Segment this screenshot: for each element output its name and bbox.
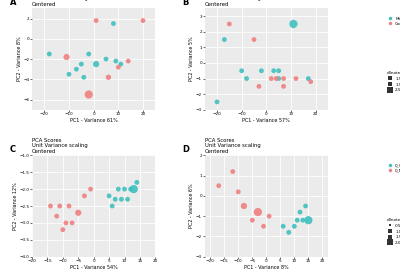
Point: [134, 180, 140, 185]
Point: [54, 214, 60, 218]
Point: [226, 22, 232, 26]
Text: PCA Scores
Unit Variance scaling
Centered: PCA Scores Unit Variance scaling Centere…: [205, 0, 260, 7]
Point: [81, 75, 87, 80]
Point: [276, 76, 282, 81]
Point: [115, 65, 122, 69]
Point: [106, 194, 112, 198]
Point: [109, 204, 115, 208]
Point: [105, 75, 112, 80]
Point: [110, 21, 117, 26]
Legend: 1, 2: 1, 2: [225, 218, 239, 234]
Point: [66, 72, 72, 76]
Point: [286, 230, 292, 235]
Point: [244, 76, 250, 81]
Point: [113, 59, 119, 63]
Point: [56, 204, 63, 208]
Point: [260, 224, 267, 229]
Point: [118, 62, 124, 66]
Point: [87, 187, 94, 191]
Point: [60, 227, 66, 232]
X-axis label: PC1 - Variance 61%: PC1 - Variance 61%: [70, 118, 118, 123]
Point: [128, 187, 134, 191]
Text: PCA Scores
Unit Variance scaling
Centered: PCA Scores Unit Variance scaling Centere…: [205, 138, 260, 154]
Point: [297, 210, 303, 214]
X-axis label: PC1 - Variance 57%: PC1 - Variance 57%: [242, 118, 290, 123]
Point: [291, 224, 298, 229]
Point: [130, 187, 137, 191]
Point: [47, 204, 54, 208]
Point: [249, 218, 256, 222]
Text: C: C: [10, 145, 16, 154]
Point: [273, 76, 280, 81]
Point: [293, 76, 299, 81]
Point: [290, 22, 297, 26]
Point: [305, 76, 312, 81]
Y-axis label: PC2 - Variance 6%: PC2 - Variance 6%: [189, 184, 194, 228]
Point: [93, 62, 99, 66]
Point: [63, 55, 70, 59]
Point: [258, 69, 265, 73]
Point: [121, 187, 128, 191]
Point: [46, 52, 52, 56]
Point: [66, 204, 72, 208]
Point: [112, 197, 118, 201]
Point: [300, 218, 306, 222]
Text: PCA Scores
Unit Variance scaling
Centered: PCA Scores Unit Variance scaling Centere…: [32, 138, 88, 154]
Point: [241, 204, 247, 208]
Y-axis label: PC2 - Variance 8%: PC2 - Variance 8%: [17, 37, 22, 81]
Point: [255, 210, 261, 214]
Point: [268, 76, 274, 81]
Point: [251, 37, 257, 42]
Point: [86, 92, 92, 97]
Point: [63, 221, 69, 225]
Point: [103, 57, 109, 61]
X-axis label: PC1 - Variance 54%: PC1 - Variance 54%: [70, 265, 118, 270]
Point: [221, 37, 228, 42]
Point: [280, 84, 287, 88]
Point: [230, 169, 236, 174]
Point: [235, 190, 242, 194]
Point: [216, 184, 222, 188]
Point: [124, 197, 131, 201]
Point: [280, 76, 287, 81]
Text: A: A: [10, 0, 16, 7]
Point: [93, 18, 99, 23]
Legend: 0.5, 0.8, 1.2, 1.6: 0.5, 0.8, 1.2, 1.6: [225, 71, 241, 98]
Point: [73, 67, 80, 71]
Point: [86, 52, 92, 56]
Legend: 0.5, 1.0, 1.5, 2.0: 0.5, 1.0, 1.5, 2.0: [386, 218, 400, 245]
Y-axis label: PC2 - Variance 5%: PC2 - Variance 5%: [189, 37, 194, 81]
Point: [78, 62, 84, 66]
Point: [276, 69, 282, 73]
Point: [214, 100, 220, 104]
Y-axis label: PC2 - Variance 12%: PC2 - Variance 12%: [13, 182, 18, 230]
Text: D: D: [182, 145, 190, 154]
Text: PCA Scores
Unit Variance scaling
Centered: PCA Scores Unit Variance scaling Centere…: [32, 0, 88, 7]
Point: [81, 194, 88, 198]
Point: [305, 218, 312, 222]
Point: [238, 69, 245, 73]
Point: [270, 69, 277, 73]
Text: B: B: [182, 0, 189, 7]
Point: [118, 197, 125, 201]
Point: [125, 59, 131, 63]
X-axis label: PC1 - Variance 8%: PC1 - Variance 8%: [244, 265, 289, 270]
Point: [115, 187, 122, 191]
Point: [302, 204, 309, 208]
Legend: 1.5, 1.5, 2.5: 1.5, 1.5, 2.5: [386, 71, 400, 92]
Point: [294, 218, 300, 222]
Point: [69, 221, 75, 225]
Point: [308, 80, 314, 84]
Point: [140, 18, 146, 23]
Point: [75, 211, 82, 215]
Point: [266, 214, 272, 218]
Point: [280, 224, 286, 229]
Point: [256, 84, 262, 88]
